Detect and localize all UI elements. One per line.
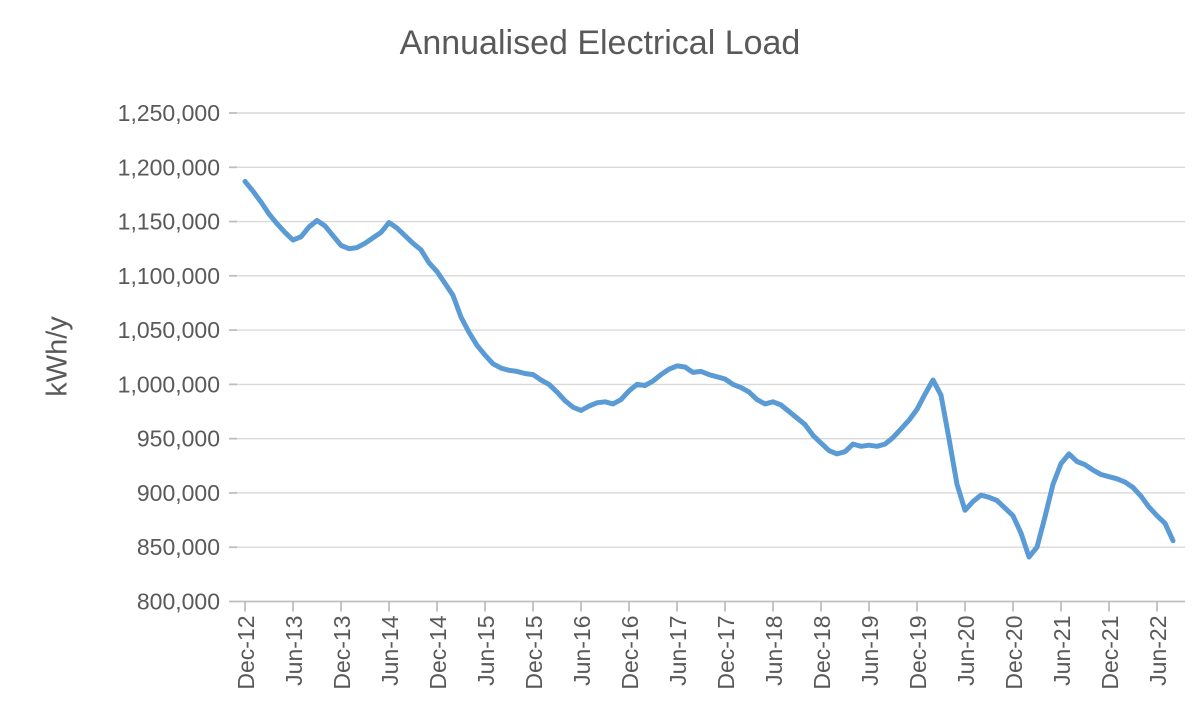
x-tick-label: Jun-22	[1145, 616, 1171, 686]
x-tick-label: Dec-17	[713, 616, 739, 690]
x-tick-label: Jun-21	[1049, 616, 1075, 686]
y-tick-label: 950,000	[137, 426, 220, 452]
x-tick-label: Jun-15	[473, 616, 499, 686]
y-tick-label: 850,000	[137, 534, 220, 560]
y-tick-label: 1,000,000	[118, 371, 220, 397]
x-tick-label: Dec-14	[425, 615, 451, 689]
x-tick-label: Jun-17	[665, 616, 691, 686]
y-tick-label: 800,000	[137, 589, 220, 615]
x-tick-label: Jun-19	[857, 616, 883, 686]
x-tick-label: Dec-20	[1001, 616, 1027, 690]
y-tick-label: 1,200,000	[118, 154, 220, 180]
x-tick-label: Jun-18	[761, 616, 787, 686]
x-tick-label: Jun-13	[281, 616, 307, 686]
x-tick-label: Dec-16	[617, 616, 643, 690]
x-tick-label: Dec-18	[809, 616, 835, 690]
data-series-line	[242, 178, 1176, 560]
x-tick-label: Dec-13	[329, 616, 355, 690]
y-tick-label: 900,000	[137, 480, 220, 506]
chart-title: Annualised Electrical Load	[399, 24, 801, 62]
x-tick-label: Jun-20	[953, 616, 979, 686]
y-tick-label: 1,100,000	[118, 263, 220, 289]
x-tick-label: Jun-16	[569, 616, 595, 686]
x-tick-label: Dec-12	[233, 616, 259, 690]
y-tick-label: 1,050,000	[118, 317, 220, 343]
x-tick-label: Dec-21	[1097, 616, 1123, 690]
x-tick-label: Jun-14	[377, 615, 403, 686]
y-tick-label: 1,250,000	[118, 100, 220, 126]
x-tick-label: Dec-15	[521, 616, 547, 690]
x-tick-label: Dec-19	[905, 616, 931, 690]
y-tick-label: 1,150,000	[118, 209, 220, 235]
